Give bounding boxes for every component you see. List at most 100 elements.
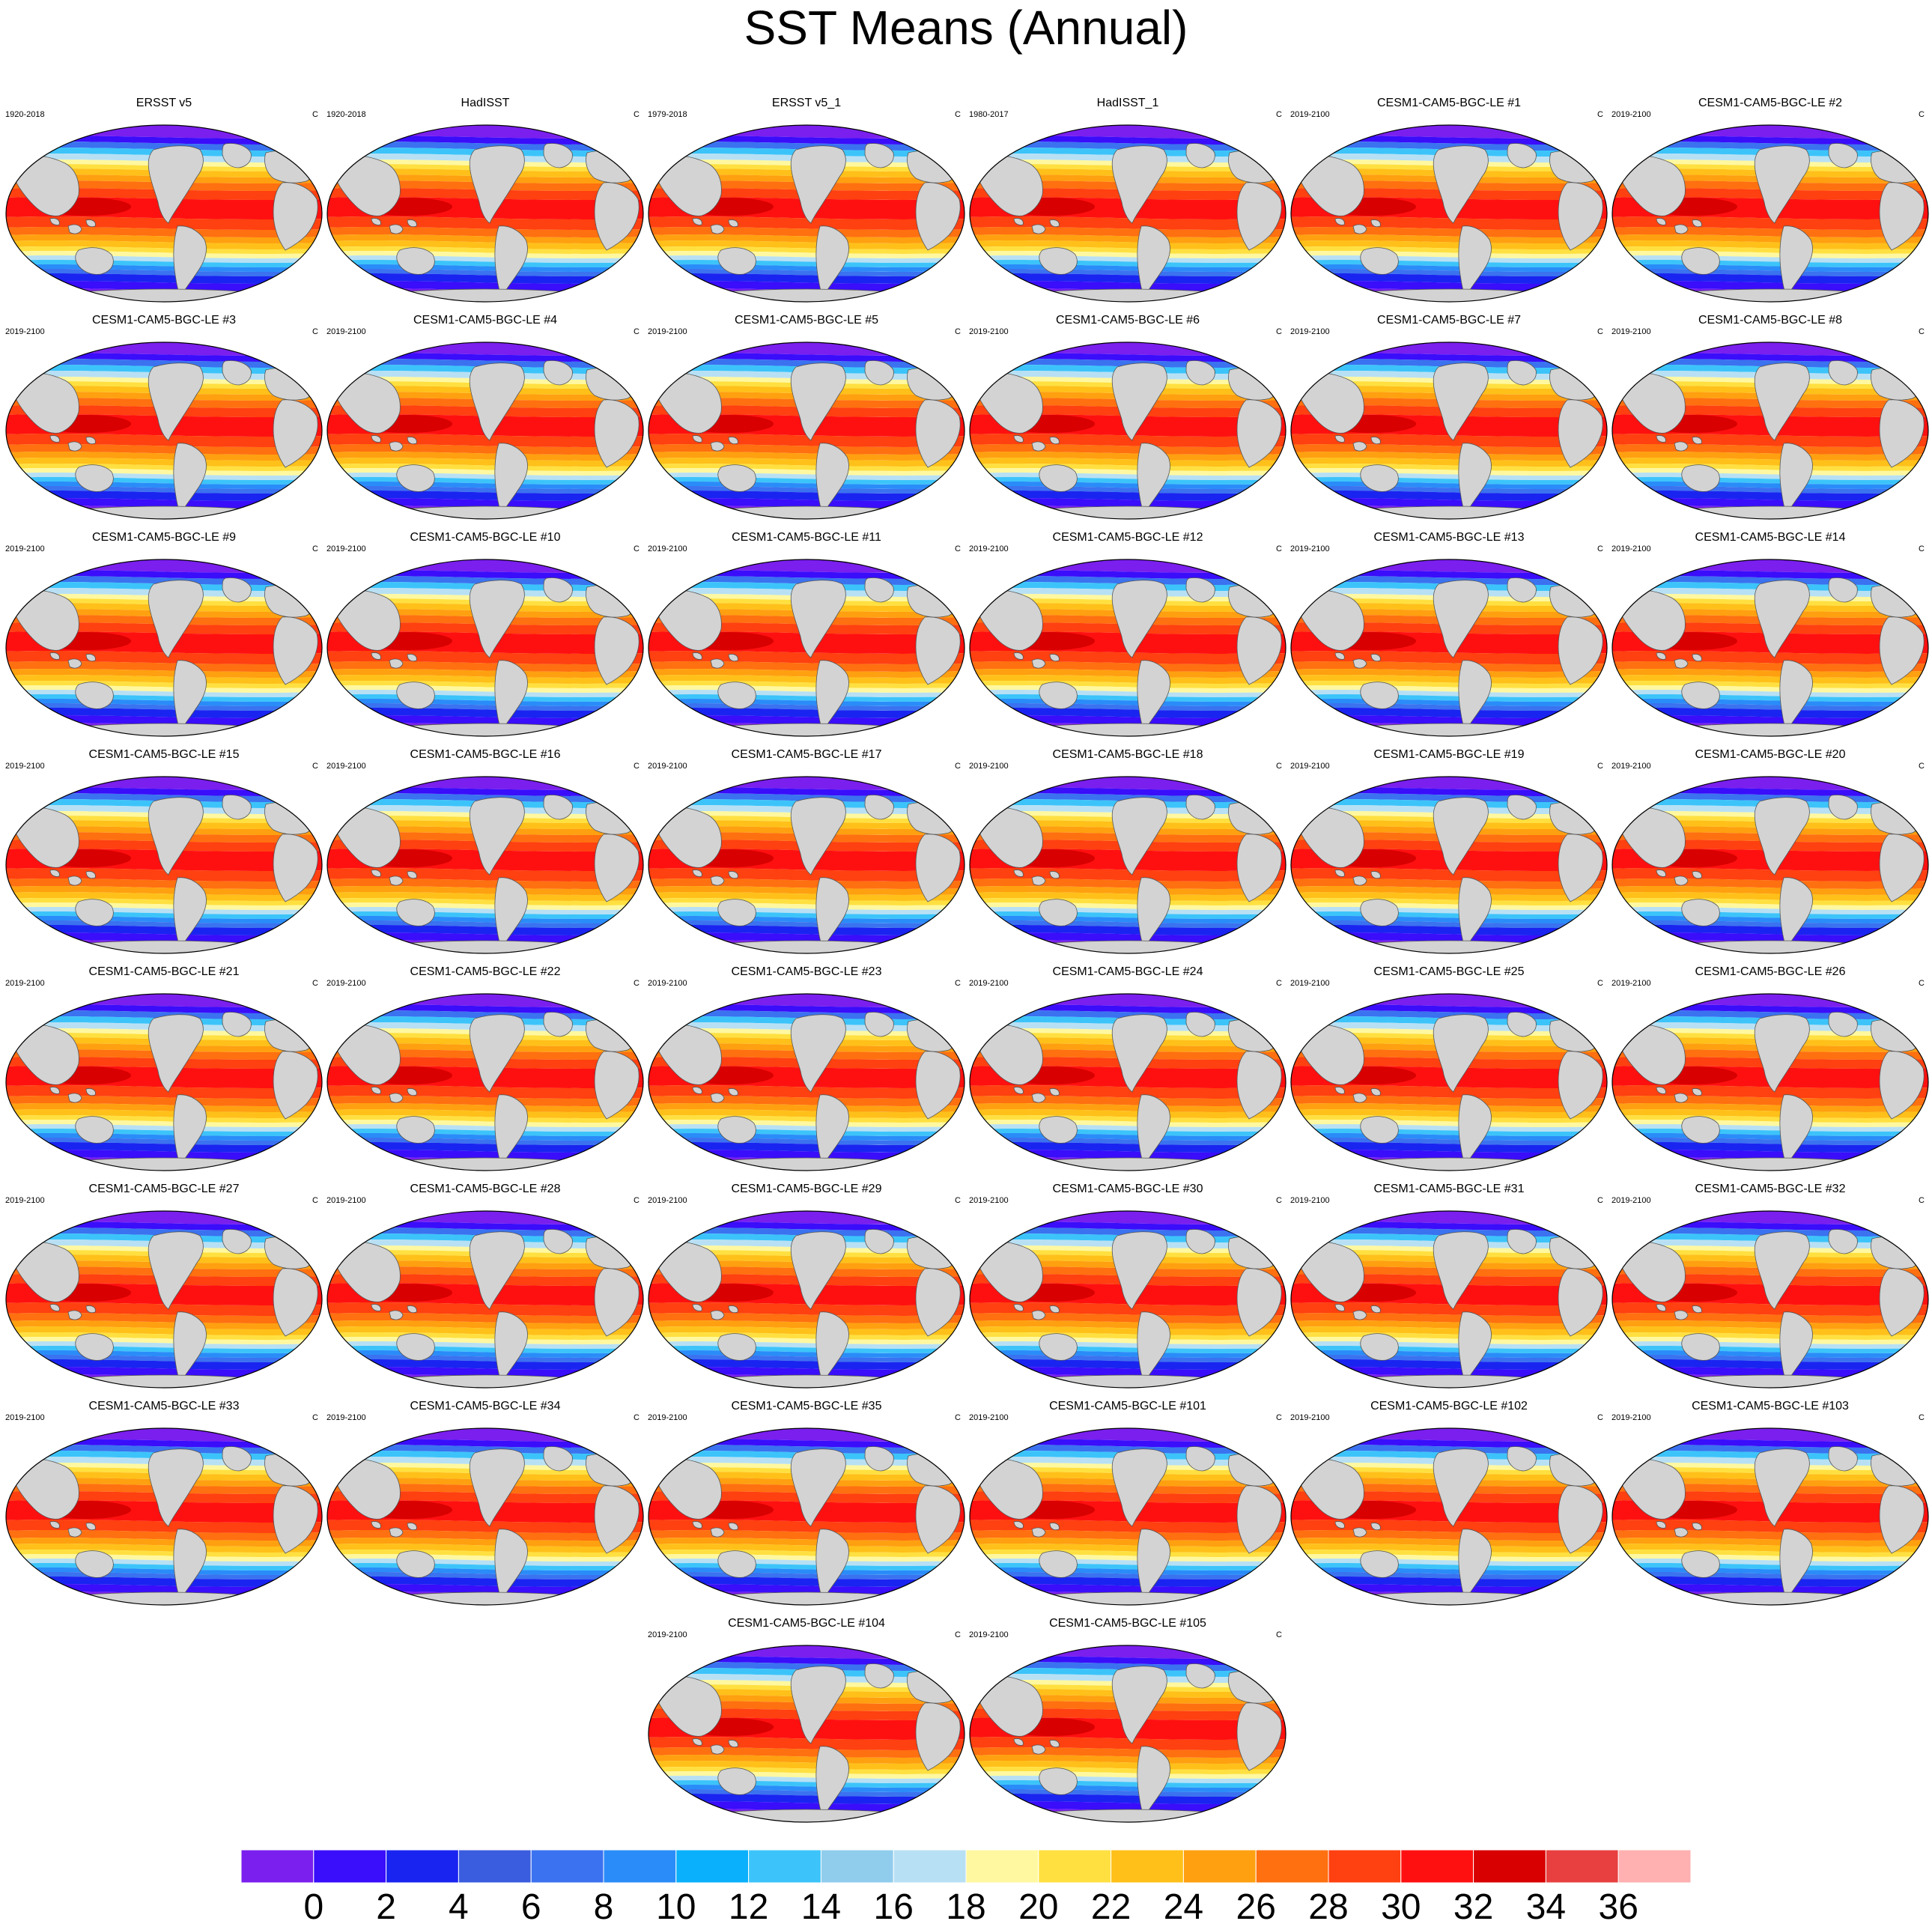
landmass [396, 247, 435, 275]
landmass [494, 877, 528, 949]
sst-contour-band [6, 1520, 322, 1533]
sst-contour-band [6, 353, 322, 362]
landmass [1558, 1268, 1603, 1337]
map-panel: CESM1-CAM5-BGC-LE #7 2019-2100 C [1289, 313, 1609, 521]
panel-title: CESM1-CAM5-BGC-LE #14 [1695, 531, 1846, 544]
landmass [1433, 1014, 1489, 1093]
world-map [648, 342, 965, 520]
landmass [1013, 652, 1024, 660]
map-border [648, 1427, 965, 1606]
landmass [717, 1550, 756, 1578]
colorbar-tick-label: 8 [594, 1887, 614, 1925]
sst-contour-band [648, 661, 965, 672]
sst-contour-band [327, 570, 643, 579]
sst-contour-band [1612, 1577, 1928, 1587]
panel-period: 2019-2100 [969, 544, 1009, 553]
panel-period: 2019-2100 [1290, 110, 1330, 119]
map-border [5, 993, 323, 1171]
map-border [1611, 776, 1929, 954]
landmass [396, 682, 435, 709]
sst-contour-band [1612, 281, 1928, 291]
world-map [1290, 342, 1608, 520]
landmass [1039, 899, 1078, 926]
landmass [1334, 652, 1345, 660]
panel-period: 2019-2100 [1290, 1196, 1330, 1205]
sst-contour-band [970, 1737, 1286, 1750]
landmass [1236, 1702, 1282, 1771]
sst-contour-band [1612, 216, 1928, 230]
landmass [75, 1550, 114, 1578]
world-map [326, 1427, 644, 1606]
landmass [864, 143, 894, 169]
landmass [1039, 1550, 1078, 1578]
sst-contour-band [648, 1656, 965, 1665]
sst-contour-band [6, 273, 322, 284]
colorbar-tick-label: 24 [1164, 1887, 1203, 1925]
sst-contour-band [1612, 1222, 1928, 1230]
landmass [67, 1310, 82, 1320]
colorbar-tick-label: 18 [946, 1887, 985, 1925]
colorbar-box [965, 1850, 1039, 1884]
sst-contour-band [1612, 1109, 1928, 1118]
landmass [1031, 1310, 1046, 1320]
colorbar-box [1617, 1850, 1691, 1884]
sst-contour-band [648, 1577, 965, 1587]
panel-title: CESM1-CAM5-BGC-LE #101 [1049, 1400, 1206, 1412]
world-map [1611, 342, 1929, 520]
panel-period: 2019-2100 [648, 1413, 687, 1422]
panel-period: 2019-2100 [1611, 979, 1651, 988]
landmass [371, 1521, 381, 1529]
landmass [1049, 219, 1060, 228]
sst-contour-band [970, 787, 1286, 796]
sst-contour-band [648, 1544, 965, 1553]
sst-contour-band [648, 1359, 965, 1370]
landmass [67, 1093, 82, 1103]
map-panel: CESM1-CAM5-BGC-LE #30 2019-2100 C [967, 1182, 1288, 1390]
landmass [1879, 1485, 1925, 1554]
colorbar-box [313, 1850, 387, 1884]
landmass [1779, 443, 1813, 515]
sst-contour-band [6, 1538, 322, 1547]
sst-contour-band [327, 878, 643, 889]
sst-contour-band [1291, 1439, 1607, 1448]
sst-contour-band [327, 452, 643, 461]
landmass [790, 145, 846, 224]
sst-contour-band [648, 868, 965, 881]
world-map [969, 559, 1287, 737]
landmass [469, 580, 525, 658]
landmass [1674, 1310, 1689, 1320]
map-border [326, 124, 644, 303]
panel-title: CESM1-CAM5-BGC-LE #3 [91, 314, 237, 327]
map-panel: CESM1-CAM5-BGC-LE #3 2019-2100 C [4, 313, 324, 521]
sst-contour-band [6, 1584, 322, 1594]
sst-contour-band [1612, 1004, 1928, 1013]
landmass [273, 399, 318, 468]
sst-contour-band [1291, 651, 1607, 664]
landmass [49, 218, 60, 225]
landmass [85, 1088, 96, 1096]
sst-contour-band [970, 1096, 1286, 1106]
sst-contour-band [1612, 1103, 1928, 1112]
landmass [389, 441, 404, 452]
sst-contour-band [6, 715, 322, 726]
landmass [915, 1702, 961, 1771]
landmass [1236, 182, 1282, 251]
panel-period: 2019-2100 [969, 1196, 1009, 1205]
landmass [1674, 1093, 1689, 1103]
landmass [815, 1746, 849, 1818]
landmass [469, 1014, 525, 1093]
panel-period: 2019-2100 [648, 1196, 687, 1205]
landmass [1185, 577, 1215, 603]
landmass [717, 1767, 756, 1795]
sst-contour-band [970, 491, 1286, 501]
sst-contour-band [327, 240, 643, 249]
map-panel: CESM1-CAM5-BGC-LE #13 2019-2100 C [1289, 530, 1609, 738]
landmass [1681, 1333, 1720, 1361]
landmass [148, 145, 204, 224]
landmass [1433, 362, 1489, 441]
sst-contour-band [1291, 1326, 1607, 1335]
landmass [864, 1012, 894, 1037]
sst-contour-band [648, 1801, 965, 1812]
sst-contour-band [970, 498, 1286, 509]
sst-contour-band [6, 444, 322, 455]
